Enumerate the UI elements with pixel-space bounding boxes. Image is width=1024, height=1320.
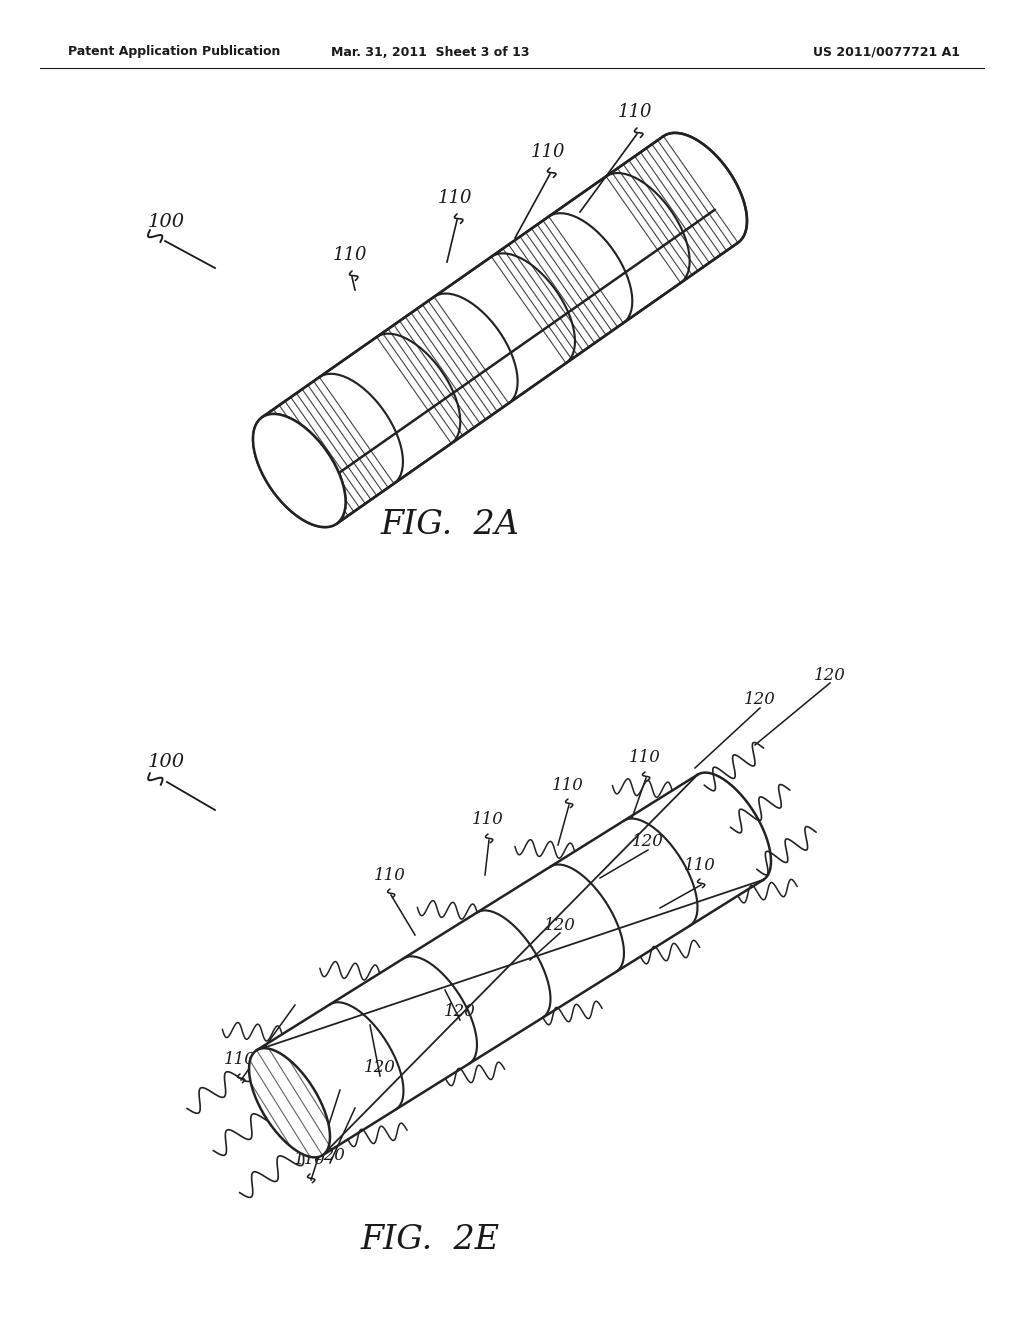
Text: 120: 120 bbox=[365, 1060, 396, 1077]
Text: Patent Application Publication: Patent Application Publication bbox=[68, 45, 281, 58]
Text: 110: 110 bbox=[333, 246, 368, 264]
Text: 110: 110 bbox=[629, 750, 660, 767]
Text: 110: 110 bbox=[530, 143, 565, 161]
Text: 120: 120 bbox=[744, 692, 776, 709]
Text: 110: 110 bbox=[617, 103, 652, 121]
Text: 100: 100 bbox=[148, 752, 185, 771]
Text: US 2011/0077721 A1: US 2011/0077721 A1 bbox=[813, 45, 961, 58]
Text: 120: 120 bbox=[544, 916, 575, 933]
Text: 110: 110 bbox=[684, 857, 716, 874]
Text: 110: 110 bbox=[294, 1151, 326, 1168]
Polygon shape bbox=[253, 414, 346, 527]
Text: FIG.  2E: FIG. 2E bbox=[360, 1224, 500, 1257]
Text: 110: 110 bbox=[374, 866, 406, 883]
Text: 120: 120 bbox=[632, 833, 664, 850]
Text: 110: 110 bbox=[224, 1052, 256, 1068]
Text: 110: 110 bbox=[437, 189, 472, 207]
Polygon shape bbox=[249, 772, 771, 1158]
Text: 120: 120 bbox=[444, 1003, 476, 1020]
Text: 110: 110 bbox=[552, 776, 584, 793]
Text: 110: 110 bbox=[472, 812, 504, 829]
Text: FIG.  2A: FIG. 2A bbox=[381, 510, 519, 541]
Polygon shape bbox=[253, 414, 346, 527]
Text: 120: 120 bbox=[814, 667, 846, 684]
Polygon shape bbox=[249, 1048, 330, 1158]
Text: Mar. 31, 2011  Sheet 3 of 13: Mar. 31, 2011 Sheet 3 of 13 bbox=[331, 45, 529, 58]
Polygon shape bbox=[253, 133, 746, 527]
Text: 120: 120 bbox=[314, 1147, 346, 1163]
Text: 100: 100 bbox=[148, 213, 185, 231]
